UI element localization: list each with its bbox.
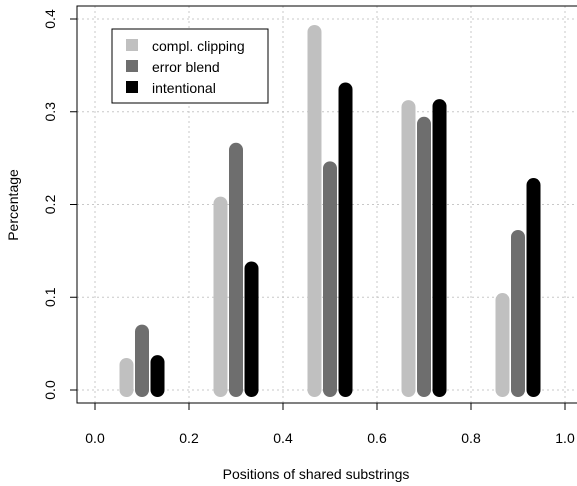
bar-error-blend — [229, 142, 243, 397]
bar-compl-clipping — [401, 100, 416, 398]
bar-compl-clipping — [119, 357, 134, 397]
bar-compl-clipping — [307, 24, 322, 398]
x-tick-label: 0.0 — [85, 430, 105, 446]
bar-intentional — [150, 355, 165, 397]
x-axis-title: Positions of shared substrings — [223, 466, 410, 482]
x-tick-label: 0.6 — [367, 430, 387, 446]
y-axis: 0.0 0.1 0.2 0.3 0.4 — [42, 9, 77, 400]
x-tick-label: 1.0 — [555, 430, 575, 446]
legend-label-intentional: intentional — [152, 80, 216, 96]
legend-label-error-blend: error blend — [152, 59, 220, 75]
x-axis: 0.0 0.2 0.4 0.6 0.8 1.0 — [85, 402, 575, 446]
y-axis-title: Percentage — [5, 169, 21, 241]
x-tick-label: 0.2 — [179, 430, 199, 446]
bar-error-blend — [417, 116, 431, 398]
y-tick-label: 0.0 — [42, 380, 58, 400]
legend-label-compl-clipping: compl. clipping — [152, 38, 245, 54]
x-tick-label: 0.8 — [461, 430, 481, 446]
bar-intentional — [338, 82, 353, 398]
legend: compl. clipping error blend intentional — [111, 28, 269, 104]
x-tick-label: 0.4 — [273, 430, 293, 446]
bar-compl-clipping — [495, 293, 510, 397]
bar-intentional — [432, 99, 447, 397]
bars — [119, 24, 541, 398]
y-tick-label: 0.4 — [42, 9, 58, 29]
bar-error-blend — [511, 229, 525, 397]
legend-swatch-intentional — [126, 81, 138, 93]
y-tick-label: 0.2 — [42, 195, 58, 215]
legend-swatch-compl-clipping — [126, 39, 138, 51]
bar-intentional — [526, 178, 541, 397]
bar-error-blend — [135, 324, 149, 397]
y-tick-label: 0.1 — [42, 287, 58, 307]
bar-error-blend — [323, 161, 337, 397]
bar-intentional — [244, 261, 259, 397]
legend-swatch-error-blend — [126, 60, 138, 72]
bar-compl-clipping — [213, 196, 228, 397]
y-tick-label: 0.3 — [42, 102, 58, 122]
